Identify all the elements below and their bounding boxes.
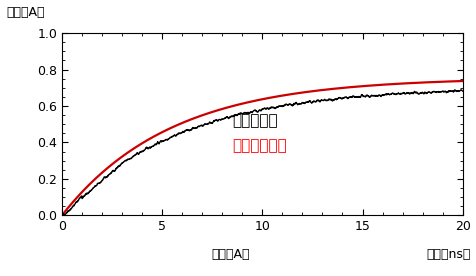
Text: 赤：解析結果: 赤：解析結果 bbox=[232, 139, 287, 153]
Text: 時間［ns］: 時間［ns］ bbox=[426, 248, 470, 261]
Text: 黒：実測値: 黒：実測値 bbox=[232, 113, 278, 128]
Text: 電流［A］: 電流［A］ bbox=[210, 248, 249, 261]
Text: 電流［A］: 電流［A］ bbox=[6, 6, 44, 18]
